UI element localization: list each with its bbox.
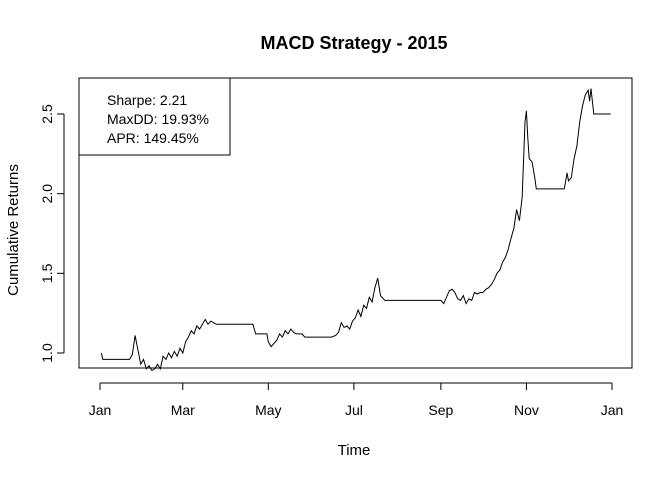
x-tick-label: Jan [601,402,624,418]
plot-frame [78,77,633,369]
x-axis-label: Time [338,442,371,459]
y-tick-label: 2.5 [39,104,55,124]
y-tick-label: 1.0 [39,343,55,363]
legend-sharpe: Sharpe: 2.21 [107,92,187,108]
y-axis: 1.0 1.5 2.0 2.5 [39,104,65,363]
legend-frame [78,77,231,156]
legend-apr: APR: 149.45% [107,130,199,146]
chart-title: MACD Strategy - 2015 [260,33,447,53]
cumulative-returns-line [100,88,611,372]
y-axis-label: Cumulative Returns [5,164,22,296]
x-tick-label: Nov [514,402,539,418]
x-tick-label: Sep [428,402,453,418]
x-tick-label: Jul [345,402,363,418]
x-axis: Jan Mar May Jul Sep Nov Jan [89,382,624,418]
y-tick-label: 1.5 [39,263,55,283]
y-tick-label: 2.0 [39,184,55,204]
legend-box: Sharpe: 2.21 MaxDD: 19.93% APR: 149.45% [78,77,231,156]
x-tick-label: Jan [89,402,112,418]
x-tick-label: Mar [171,402,195,418]
x-tick-label: May [255,402,281,418]
legend-maxdd: MaxDD: 19.93% [107,111,209,127]
